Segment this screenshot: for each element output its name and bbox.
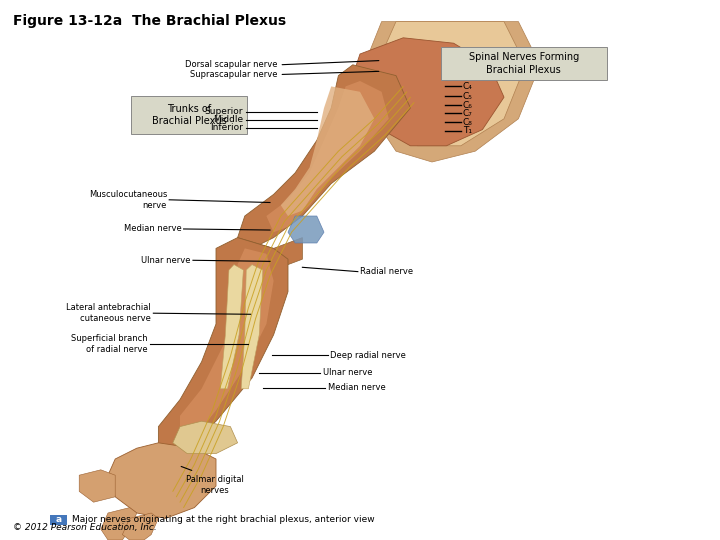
Polygon shape bbox=[266, 81, 389, 232]
Text: Median nerve: Median nerve bbox=[124, 225, 181, 233]
Polygon shape bbox=[173, 421, 238, 454]
Text: Palmar digital
nerves: Palmar digital nerves bbox=[186, 475, 243, 495]
Text: Inferior: Inferior bbox=[210, 124, 243, 132]
Text: C₄: C₄ bbox=[463, 82, 473, 91]
Polygon shape bbox=[220, 265, 243, 389]
Polygon shape bbox=[180, 248, 274, 437]
FancyBboxPatch shape bbox=[50, 515, 67, 525]
Polygon shape bbox=[281, 86, 374, 216]
Text: Deep radial nerve: Deep radial nerve bbox=[330, 351, 405, 360]
Text: © 2012 Pearson Education, Inc.: © 2012 Pearson Education, Inc. bbox=[13, 523, 157, 532]
Polygon shape bbox=[122, 513, 158, 540]
Text: Superficial branch
of radial nerve: Superficial branch of radial nerve bbox=[71, 334, 148, 354]
Text: Superior: Superior bbox=[205, 107, 243, 116]
Text: Spinal Nerves Forming
Brachial Plexus: Spinal Nerves Forming Brachial Plexus bbox=[469, 52, 579, 75]
Polygon shape bbox=[79, 470, 115, 502]
Text: Ulnar nerve: Ulnar nerve bbox=[323, 368, 372, 377]
FancyBboxPatch shape bbox=[131, 96, 247, 134]
Polygon shape bbox=[374, 22, 526, 146]
Text: C₅: C₅ bbox=[463, 92, 473, 100]
Polygon shape bbox=[108, 443, 216, 518]
Polygon shape bbox=[241, 265, 263, 389]
Polygon shape bbox=[360, 22, 540, 162]
Text: a: a bbox=[55, 515, 61, 524]
Text: C₆: C₆ bbox=[463, 101, 473, 110]
Text: C₈: C₈ bbox=[463, 118, 473, 126]
Polygon shape bbox=[158, 238, 288, 448]
Text: Middle: Middle bbox=[213, 116, 243, 124]
Text: T₁: T₁ bbox=[463, 126, 472, 135]
Text: Musculocutaneous
nerve: Musculocutaneous nerve bbox=[89, 190, 167, 210]
Polygon shape bbox=[353, 38, 504, 146]
FancyBboxPatch shape bbox=[441, 47, 607, 80]
Polygon shape bbox=[238, 238, 302, 270]
Text: Figure 13-12a  The Brachial Plexus: Figure 13-12a The Brachial Plexus bbox=[13, 14, 286, 28]
Polygon shape bbox=[288, 216, 324, 243]
Text: Trunks of
Brachial Plexus: Trunks of Brachial Plexus bbox=[152, 104, 226, 126]
Text: Radial nerve: Radial nerve bbox=[360, 267, 413, 276]
Text: Ulnar nerve: Ulnar nerve bbox=[141, 256, 191, 265]
Text: Median nerve: Median nerve bbox=[328, 383, 385, 392]
Text: C₇: C₇ bbox=[463, 109, 473, 118]
Text: Dorsal scapular nerve: Dorsal scapular nerve bbox=[185, 60, 277, 69]
Text: Major nerves originating at the right brachial plexus, anterior view: Major nerves originating at the right br… bbox=[72, 515, 374, 524]
Polygon shape bbox=[101, 508, 137, 540]
Polygon shape bbox=[238, 65, 410, 248]
Text: Lateral antebrachial
cutaneous nerve: Lateral antebrachial cutaneous nerve bbox=[66, 303, 151, 323]
Text: Suprascapular nerve: Suprascapular nerve bbox=[189, 70, 277, 79]
